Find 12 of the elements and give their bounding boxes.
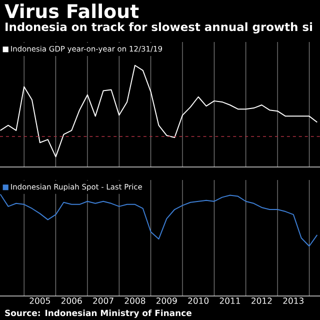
chart-title: Virus Fallout — [4, 4, 139, 18]
x-tick-label: 2007 — [93, 298, 114, 304]
x-tick-label: 2013 — [283, 298, 304, 304]
source-note: Source: Indonesian Ministry of Finance — [5, 310, 192, 318]
x-tick-label: 2012 — [252, 298, 272, 304]
chart-subtitle: Indonesia on track for slowest annual growth si — [6, 22, 312, 34]
x-tick-label: 2006 — [61, 298, 82, 304]
x-tick-label: 2005 — [30, 298, 50, 304]
x-tick-label: 2010 — [188, 298, 209, 304]
x-tick-label: 2011 — [220, 298, 240, 304]
x-tick-label: 2008 — [124, 298, 146, 304]
x-tick-label: 2009 — [156, 298, 177, 304]
